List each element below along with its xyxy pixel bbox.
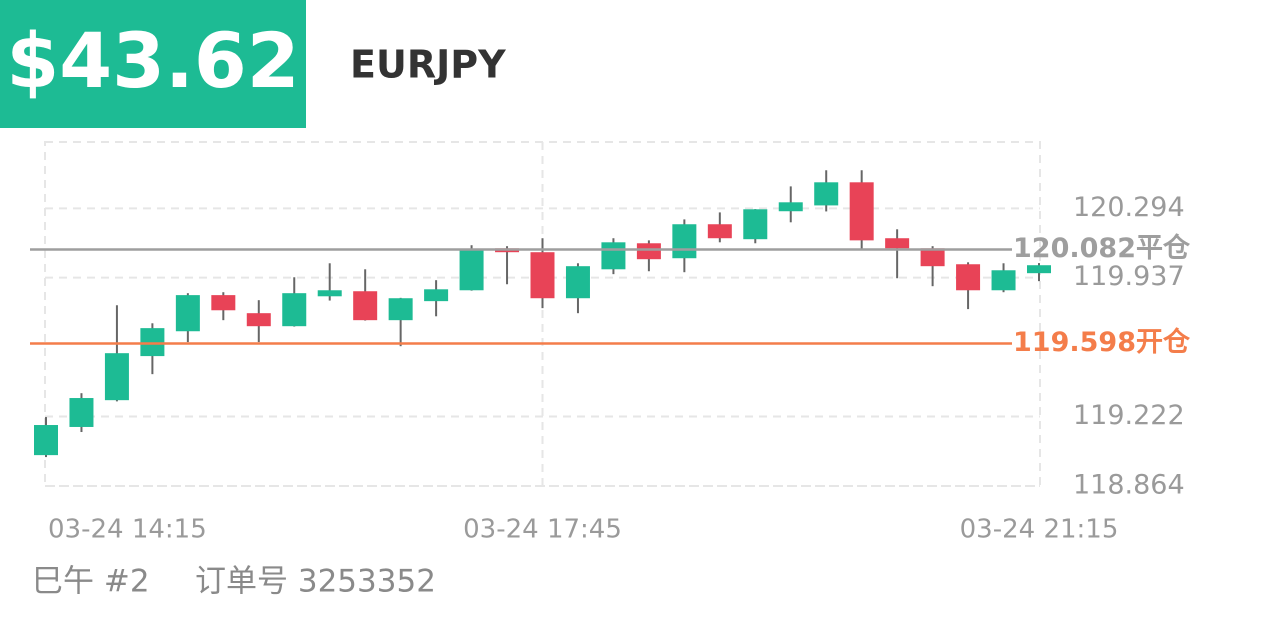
candle-body <box>530 252 555 299</box>
candle-body <box>353 291 378 321</box>
candle-body <box>885 238 910 249</box>
candle-body <box>956 264 981 291</box>
candle-body <box>317 290 342 297</box>
y-tick-label: 119.222 <box>1073 400 1185 431</box>
candle-body <box>424 289 449 302</box>
candle-body <box>814 182 839 206</box>
candle-body <box>636 243 661 260</box>
x-tick-label: 03-24 21:15 <box>960 515 1119 545</box>
reference-label: 120.082平仓 <box>1013 233 1191 264</box>
order-number: 订单号 3253352 <box>195 564 436 600</box>
candle-body <box>778 202 803 212</box>
candle-body <box>849 182 874 241</box>
period: 巳午 #2 <box>32 564 150 600</box>
candle-body <box>707 224 732 239</box>
symbol: EURJPY <box>350 43 506 87</box>
y-tick-label: 119.937 <box>1073 261 1185 292</box>
candle-body <box>920 248 945 267</box>
candle-body <box>34 425 58 456</box>
balance-box <box>0 0 306 128</box>
x-tick-label: 03-24 17:45 <box>463 515 622 545</box>
candle-body <box>672 224 697 259</box>
candle-body <box>104 353 129 401</box>
candle-body <box>69 398 94 427</box>
candle-body <box>140 328 165 357</box>
candle-body <box>388 298 413 321</box>
y-tick-label: 118.864 <box>1073 470 1185 501</box>
candle-body <box>1027 265 1051 274</box>
reference-label: 119.598开仓 <box>1013 327 1191 358</box>
candle-body <box>211 295 236 311</box>
candle-body <box>282 293 307 327</box>
candle-body <box>459 250 484 291</box>
candle-body <box>743 209 768 240</box>
candle-body <box>246 313 271 327</box>
candle-body <box>175 295 200 332</box>
candle-body <box>565 266 590 299</box>
candle-body <box>991 270 1016 291</box>
balance: $43.62 <box>6 16 299 105</box>
y-tick-label: 120.294 <box>1073 192 1185 223</box>
candle-body <box>601 242 626 270</box>
x-tick-label: 03-24 14:15 <box>48 515 207 545</box>
